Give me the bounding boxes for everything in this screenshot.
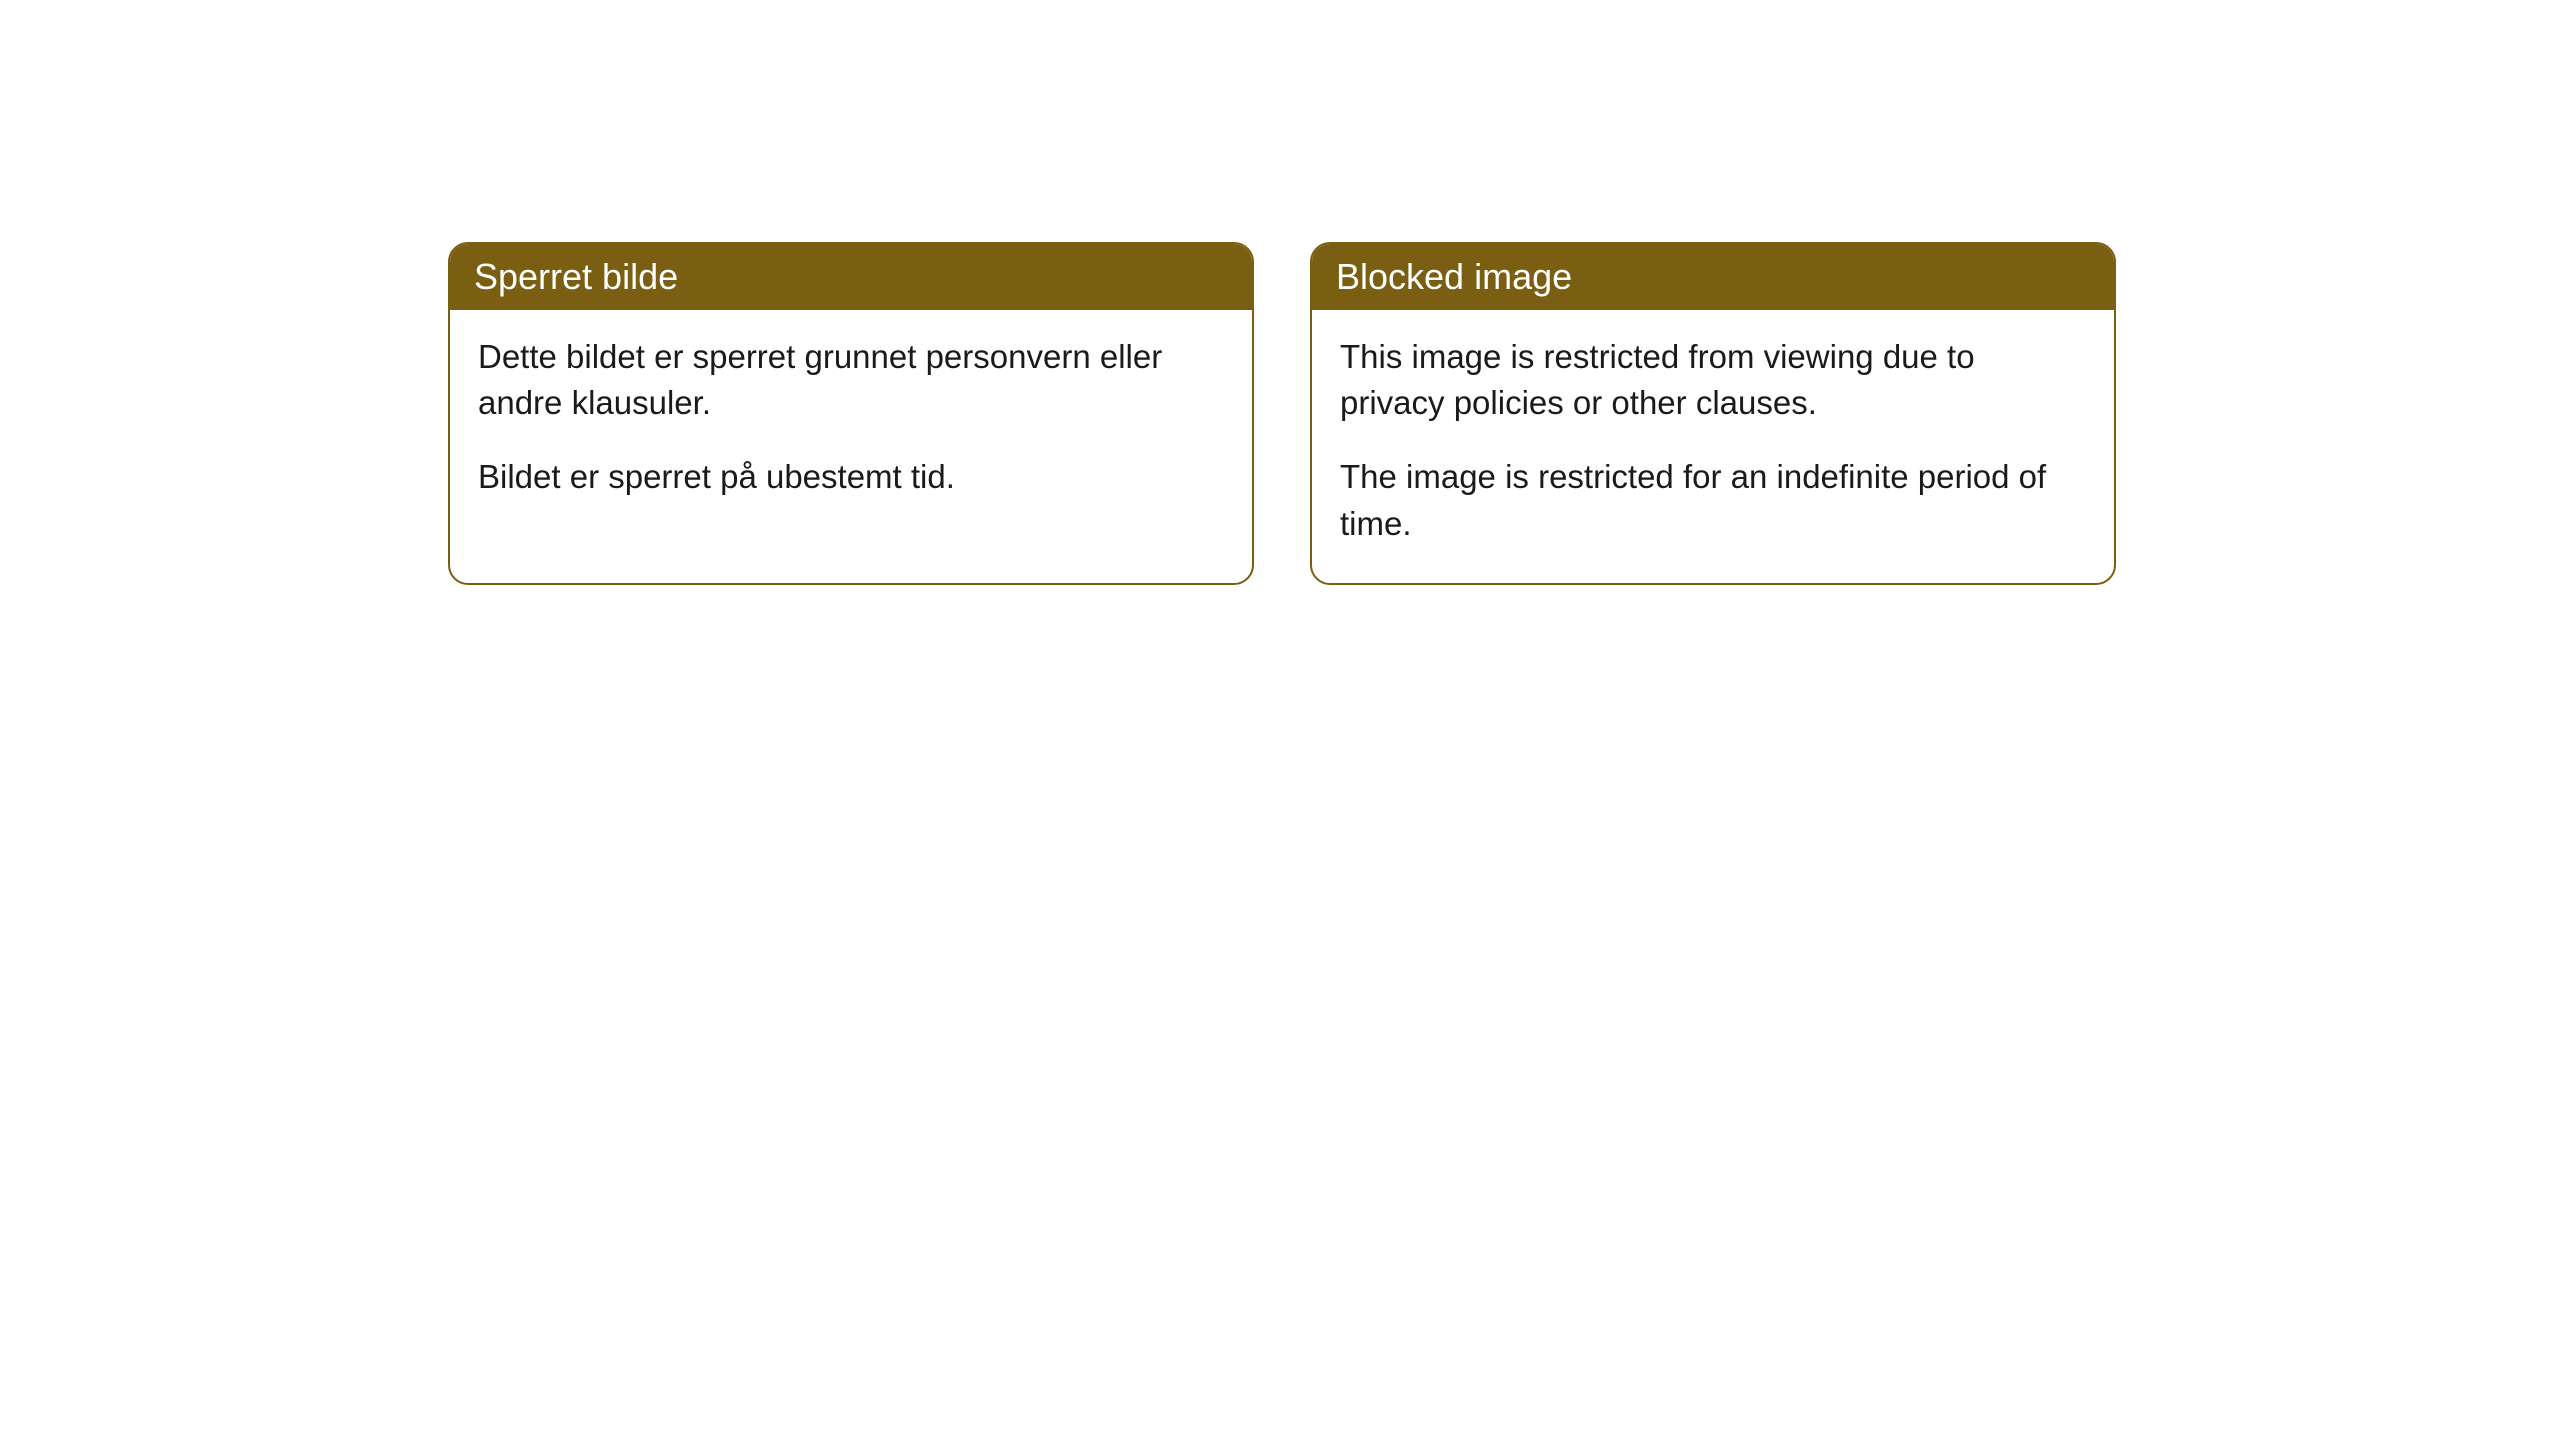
card-header: Sperret bilde	[450, 244, 1252, 310]
card-paragraph: Dette bildet er sperret grunnet personve…	[478, 334, 1224, 426]
card-body: Dette bildet er sperret grunnet personve…	[450, 310, 1252, 537]
card-title: Blocked image	[1336, 256, 1572, 297]
notice-card-english: Blocked image This image is restricted f…	[1310, 242, 2116, 585]
card-body: This image is restricted from viewing du…	[1312, 310, 2114, 583]
card-paragraph: Bildet er sperret på ubestemt tid.	[478, 454, 1224, 500]
notice-card-norwegian: Sperret bilde Dette bildet er sperret gr…	[448, 242, 1254, 585]
card-paragraph: This image is restricted from viewing du…	[1340, 334, 2086, 426]
card-header: Blocked image	[1312, 244, 2114, 310]
card-title: Sperret bilde	[474, 256, 678, 297]
card-paragraph: The image is restricted for an indefinit…	[1340, 454, 2086, 546]
notice-cards-container: Sperret bilde Dette bildet er sperret gr…	[448, 242, 2116, 585]
